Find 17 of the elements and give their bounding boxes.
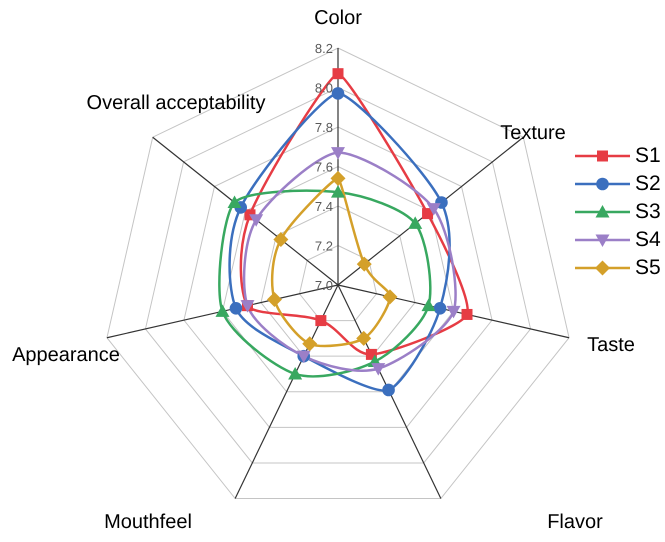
y-tick-label: 8.2 — [314, 40, 333, 56]
y-tick-label: 7.2 — [314, 238, 333, 253]
y-tick-label: 7.4 — [314, 198, 333, 214]
y-tick-label: 7.8 — [314, 120, 333, 134]
legend-label: S5 — [635, 256, 661, 280]
spoke-label: Taste — [587, 334, 635, 356]
spoke-label: Overall acceptability — [86, 92, 266, 114]
spoke-label: Appearance — [12, 344, 120, 366]
legend-label: S1 — [635, 144, 661, 168]
legend-label: S3 — [635, 200, 661, 224]
spoke-label: Color — [314, 7, 362, 29]
spoke-label: Texture — [500, 122, 566, 144]
legend-label: S4 — [635, 228, 661, 252]
spoke-label: Flavor — [547, 511, 604, 533]
legend-label: S2 — [635, 172, 661, 196]
spoke-label: Mouthfeel — [104, 511, 192, 533]
y-tick-label: 7.6 — [314, 159, 333, 174]
